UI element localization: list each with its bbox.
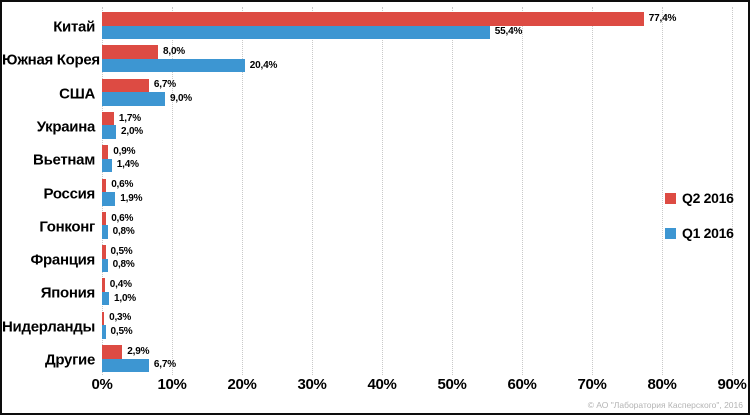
gridline-70% (592, 7, 593, 375)
category-label: Гонконг (39, 218, 95, 236)
value-label: 77,4% (648, 12, 677, 24)
chart-row-10: Нидерланды 0,3% 0,5% (2, 310, 748, 344)
bar-q1-2016 (102, 358, 149, 372)
legend-label-q2-2016: Q2 2016 (682, 190, 734, 206)
value-label: 8,0% (163, 46, 185, 58)
bar-q2-2016 (102, 245, 106, 259)
category-label: США (59, 85, 95, 103)
category-label: Нидерланды (2, 318, 95, 336)
gridline-80% (662, 7, 663, 375)
bar-q2-2016 (102, 145, 109, 159)
x-tick-label: 30% (297, 376, 327, 393)
value-label: 1,4% (116, 159, 139, 171)
value-label: 6,7% (153, 359, 176, 371)
value-label: 0,3% (109, 312, 132, 324)
gridline-10% (172, 7, 173, 375)
x-tick-label: 10% (157, 376, 187, 393)
chart-row-2: Южная Корея 8,0% 20,4% (2, 43, 748, 77)
x-tick-label: 0% (91, 376, 113, 393)
category-label: Южная Корея (2, 51, 100, 69)
legend-item-q2-2016: Q2 2016 (665, 190, 734, 206)
category-label: Россия (43, 185, 96, 202)
value-label: 0,8% (112, 226, 135, 238)
value-label: 2,9% (127, 345, 150, 357)
value-label: 0,4% (109, 279, 132, 291)
chart-row-1: Китай 77,4% 55,4% (2, 10, 748, 44)
gridline-50% (452, 7, 453, 375)
value-label: 1,7% (118, 112, 141, 124)
value-label: 6,7% (153, 79, 176, 91)
value-label: 0,5% (110, 325, 133, 337)
bar-q1-2016 (102, 258, 108, 273)
gridline-30% (312, 7, 313, 375)
bar-q1-2016 (102, 58, 245, 73)
legend-swatch-q1-2016 (665, 227, 676, 239)
gridline-40% (382, 7, 383, 375)
bar-q2-2016 (102, 12, 644, 26)
copyright-text: © АО "Лаборатория Касперского", 2016 (587, 400, 743, 410)
value-label: 9,0% (170, 92, 192, 104)
value-label: 0,6% (111, 212, 134, 224)
x-tick-label: 50% (437, 376, 467, 393)
value-label: 0,8% (112, 259, 135, 271)
bar-q2-2016 (102, 78, 149, 93)
bar-q1-2016 (102, 125, 116, 139)
chart-row-9: Япония 0,4% 1,0% (2, 276, 748, 310)
value-label: 1,9% (120, 192, 143, 204)
value-label: 20,4% (249, 59, 278, 71)
value-label: 1,0% (114, 292, 136, 304)
category-label: Украина (36, 118, 96, 136)
x-tick-label: 70% (577, 376, 607, 393)
gridline-20% (242, 7, 243, 375)
bar-q2-2016 (102, 178, 107, 192)
chart-row-3: США 6,7% 9,0% (2, 77, 748, 111)
value-label: 0,5% (110, 245, 133, 257)
chart-row-5: Вьетнам 0,9% 1,4% (2, 143, 748, 177)
legend-swatch-q2-2016 (665, 192, 676, 204)
chart-row-4: Украина 1,7% 2,0% (2, 110, 748, 144)
bar-q1-2016 (102, 92, 165, 106)
category-label: Франция (30, 251, 96, 269)
x-tick-label: 80% (647, 376, 677, 393)
bar-q2-2016 (102, 45, 158, 59)
bar-q1-2016 (102, 158, 112, 173)
x-tick-label: 40% (367, 376, 397, 393)
x-tick-label: 90% (717, 376, 747, 393)
bar-q1-2016 (102, 325, 106, 339)
bar-q2-2016 (102, 211, 107, 226)
category-label: Китай (53, 18, 95, 36)
category-label: Япония (40, 284, 96, 302)
value-label: 0,9% (113, 145, 136, 157)
chart-row-6: Россия 0,6% 1,9% (2, 177, 748, 211)
category-label: Другие (44, 351, 95, 369)
gridline-90% (732, 7, 733, 375)
x-tick-label: 60% (507, 376, 537, 393)
bar-q2-2016 (102, 311, 105, 326)
chart-row-7: Гонконг 0,6% 0,8% (2, 210, 748, 244)
chart-row-11: Другие 2,9% 6,7% (2, 343, 748, 377)
chart-row-8: Франция 0,5% 0,8% (2, 243, 748, 277)
bar-q2-2016 (102, 278, 105, 292)
bar-q1-2016 (102, 225, 108, 239)
legend-label-q1-2016: Q1 2016 (682, 225, 734, 241)
x-axis: 0% 10% 20% 30% 40% 50% 60% 70% 80% 90% (2, 376, 748, 394)
category-label: Вьетнам (33, 151, 95, 169)
bar-q1-2016 (102, 192, 116, 206)
bar-q1-2016 (102, 25, 490, 39)
bar-q2-2016 (102, 345, 123, 359)
gridline-60% (522, 7, 523, 375)
value-label: 55,4% (494, 26, 523, 38)
x-tick-label: 20% (227, 376, 257, 393)
legend-item-q1-2016: Q1 2016 (665, 225, 734, 241)
bar-q1-2016 (102, 291, 109, 306)
value-label: 0,6% (111, 179, 134, 191)
bar-q2-2016 (102, 111, 114, 126)
value-label: 2,0% (121, 126, 143, 138)
